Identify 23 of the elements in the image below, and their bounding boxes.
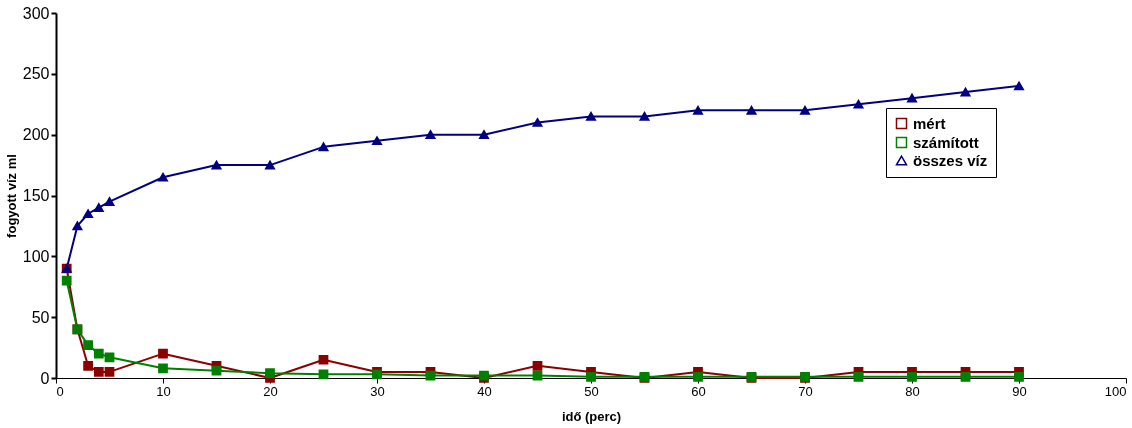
x-tick-label: 0: [56, 383, 64, 399]
x-axis-title: idő (perc): [561, 408, 622, 424]
legend-label: összes víz: [913, 151, 988, 169]
y-tick-label: 300: [22, 4, 50, 22]
legend-label: mért: [913, 114, 946, 132]
x-tick-label: 80: [905, 383, 920, 399]
y-tick-label: 200: [22, 126, 50, 144]
x-tick-label: 20: [263, 383, 278, 399]
y-tick-label: 150: [22, 187, 50, 204]
y-tick-label: 100: [22, 247, 50, 265]
x-tick-label: 40: [477, 383, 492, 399]
x-tick-label: 90: [1012, 383, 1027, 399]
y-tick-label: 0: [40, 369, 50, 387]
x-tick-label: 10: [156, 383, 171, 399]
x-tick-label: 70: [798, 383, 813, 399]
y-axis-title: fogyott víz ml: [3, 154, 19, 238]
x-tick-label: 30: [370, 383, 385, 399]
x-tick-label: 50: [584, 383, 599, 399]
y-tick-label: 250: [22, 65, 50, 83]
legend-label: számított: [913, 133, 979, 151]
x-tick-label: 60: [691, 383, 706, 399]
x-tick-label: 100: [1104, 383, 1127, 399]
y-tick-label: 50: [31, 308, 50, 326]
